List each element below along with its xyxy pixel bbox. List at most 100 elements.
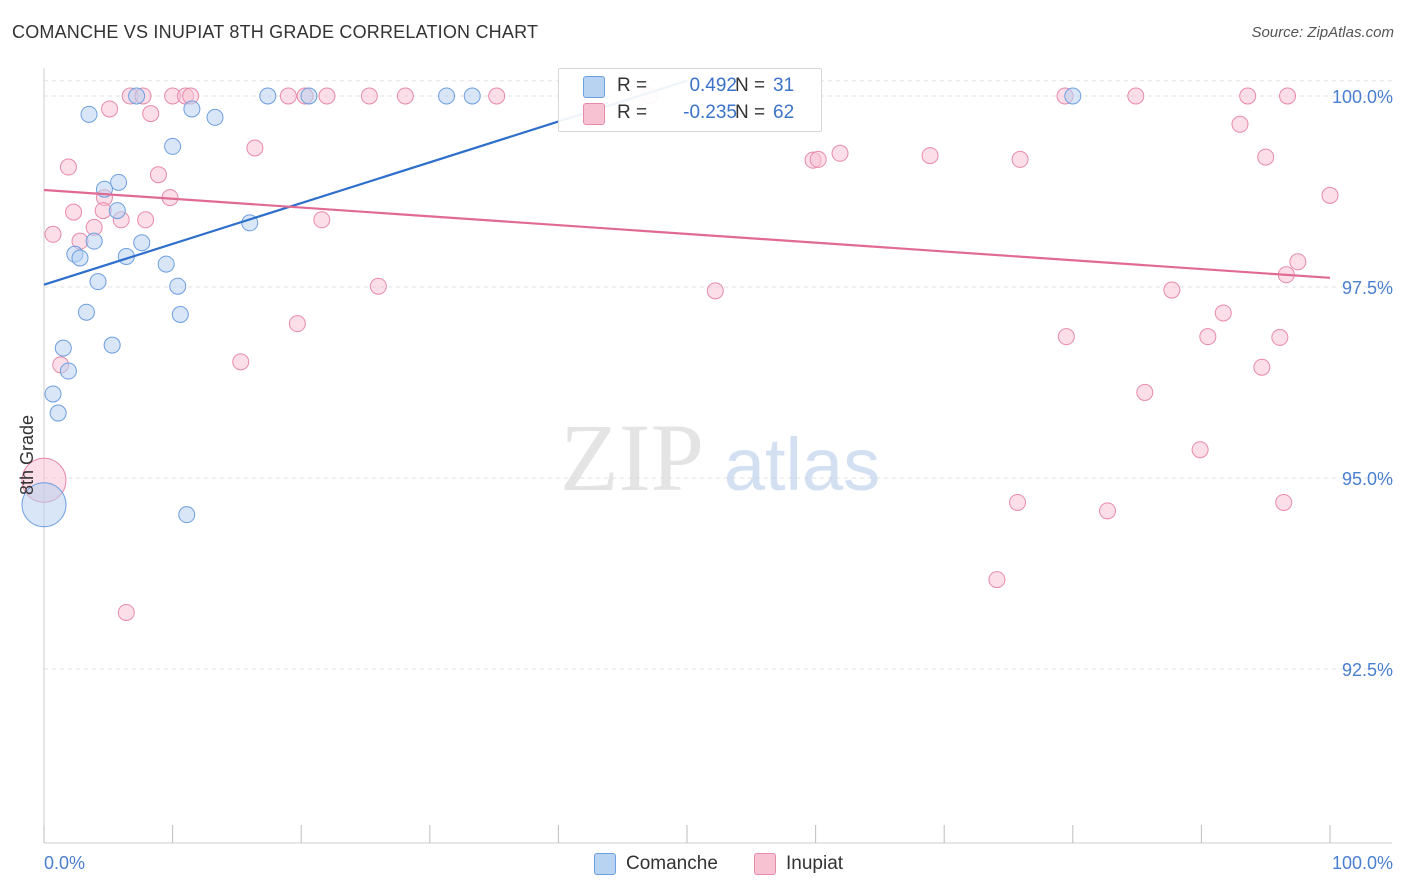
inupiat-point [1321, 186, 1339, 204]
inupiat-point [149, 166, 167, 184]
tick-labels: 100.0% 97.5% 95.0% 92.5% 0.0% 100.0% [44, 87, 1393, 873]
legend-n-label: N = [735, 102, 766, 123]
inupiat-point [94, 202, 112, 220]
comanche-point [183, 100, 201, 118]
comanche-swatch [583, 76, 605, 98]
comanche-point [44, 385, 62, 403]
inupiat-point [318, 87, 336, 105]
inupiat-point [142, 105, 160, 123]
comanche-points [21, 87, 1082, 528]
inupiat-point [988, 571, 1006, 589]
inupiat-point [360, 87, 378, 105]
comanche-point [110, 173, 128, 191]
comanche-point [171, 306, 189, 324]
comanche-point [59, 362, 77, 380]
inupiat-points [21, 87, 1339, 621]
comanche-legend-swatch [594, 853, 616, 875]
comanche-point [54, 339, 72, 357]
inupiat-point [279, 87, 297, 105]
inupiat-point [44, 225, 62, 243]
inupiat-point [1289, 253, 1307, 271]
chart-title: COMANCHE VS INUPIAT 8TH GRADE CORRELATIO… [12, 22, 539, 42]
chart-source: Source: ZipAtlas.com [1251, 24, 1394, 41]
inupiat-point [65, 203, 83, 221]
comanche-point [21, 482, 67, 528]
legend-r-label: R = [617, 102, 648, 123]
inupiat-point [1009, 493, 1027, 511]
inupiat-point [1253, 358, 1271, 376]
inupiat-swatch [583, 103, 605, 125]
inupiat-point [1279, 87, 1297, 105]
legend-r-value: -0.235 [683, 102, 737, 123]
y-tick-label: 95.0% [1342, 469, 1393, 489]
inupiat-point [831, 144, 849, 162]
comanche-point [169, 277, 187, 295]
comanche-point [300, 87, 318, 105]
comanche-point [164, 137, 182, 155]
watermark: ZIP atlas [560, 404, 880, 511]
inupiat-point [921, 147, 939, 165]
inupiat-point [232, 353, 250, 371]
comanche-point [71, 249, 89, 267]
comanche-point [178, 506, 196, 524]
x-tick-label: 100.0% [1332, 853, 1393, 873]
inupiat-point [1275, 493, 1293, 511]
inupiat-point [117, 603, 135, 621]
y-tick-label: 100.0% [1332, 87, 1393, 107]
inupiat-point [488, 87, 506, 105]
inupiat-point [369, 277, 387, 295]
inupiat-point [246, 139, 264, 157]
inupiat-trend-line [43, 188, 1331, 279]
comanche-point [157, 255, 175, 273]
legend-n-value: 62 [773, 102, 795, 123]
comanche-point [438, 87, 456, 105]
inupiat-legend-label: Inupiat [786, 853, 844, 874]
inupiat-point [1127, 87, 1145, 105]
y-tick-label: 97.5% [1342, 278, 1393, 298]
comanche-point [1064, 87, 1082, 105]
comanche-point [133, 234, 151, 252]
inupiat-point [1011, 150, 1029, 168]
comanche-point [103, 336, 121, 354]
legend-r-value: 0.492 [689, 75, 737, 96]
comanche-point [49, 404, 67, 422]
comanche-point [80, 105, 98, 123]
y-tick-label: 92.5% [1342, 660, 1393, 680]
comanche-point [77, 303, 95, 321]
inupiat-point [706, 282, 724, 300]
x-tick-label: 0.0% [44, 853, 85, 873]
comanche-point [206, 108, 224, 126]
legend-n-value: 31 [773, 75, 795, 96]
inupiat-point [1099, 502, 1117, 520]
inupiat-point [1271, 328, 1289, 346]
watermark-atlas: atlas [724, 423, 880, 506]
legend-r-label: R = [617, 75, 648, 96]
correlation-legend: R = 0.492 N = 31 R = -0.235 N = 62 [558, 68, 822, 132]
legend-n-label: N = [735, 75, 766, 96]
inupiat-point [809, 150, 827, 168]
watermark-zip: ZIP [560, 404, 704, 511]
inupiat-point [1191, 441, 1209, 459]
inupiat-point [137, 211, 155, 229]
axis-layer [43, 68, 1392, 844]
inupiat-point [1214, 304, 1232, 322]
inupiat-point [1231, 115, 1249, 133]
inupiat-point [1163, 281, 1181, 299]
comanche-legend-label: Comanche [626, 853, 718, 874]
comanche-point [128, 87, 146, 105]
inupiat-point [396, 87, 414, 105]
inupiat-legend-swatch [754, 853, 776, 875]
comanche-point [259, 87, 277, 105]
inupiat-point [1239, 87, 1257, 105]
comanche-point [463, 87, 481, 105]
grid-layer [44, 80, 1392, 670]
series-legend: Comanche Inupiat [0, 852, 1406, 878]
comanche-point [108, 202, 126, 220]
inupiat-point [59, 158, 77, 176]
comanche-point [85, 232, 103, 250]
inupiat-point [1057, 328, 1075, 346]
y-axis-label: 8th Grade [17, 415, 37, 495]
comanche-point [89, 273, 107, 291]
inupiat-point [288, 315, 306, 333]
